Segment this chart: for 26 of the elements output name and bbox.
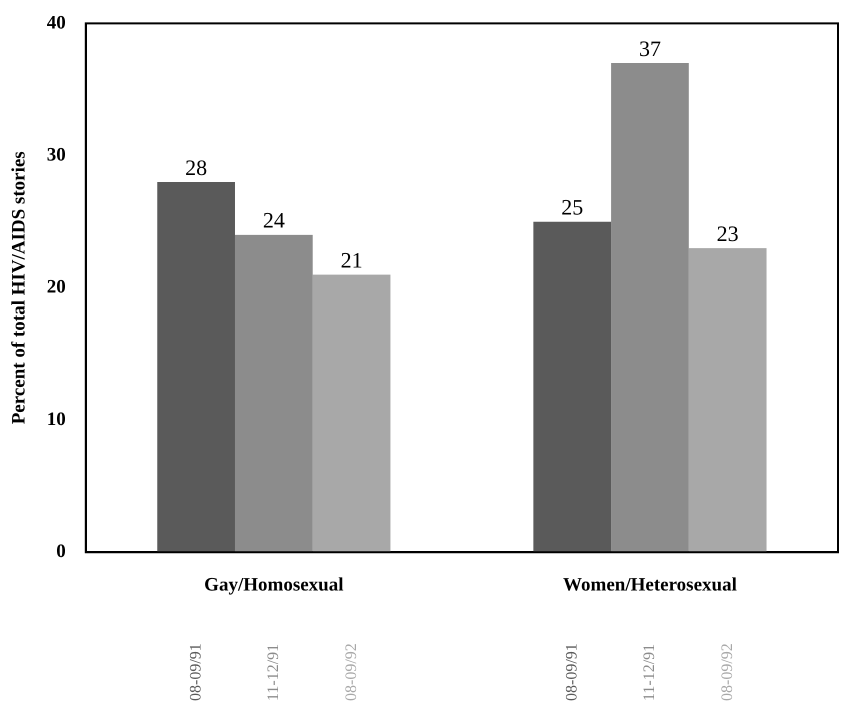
x-tick-label: Gay/Homosexual (204, 574, 344, 596)
bar (533, 222, 612, 552)
bar (157, 182, 235, 552)
data-label: 24 (262, 208, 285, 233)
y-tick-label: 40 (46, 12, 66, 34)
text: 08-09/91 (187, 643, 204, 701)
text: 08-09/92 (342, 643, 360, 701)
text: 11-12/91 (265, 644, 282, 701)
y-tick-label: 10 (46, 408, 66, 430)
data-label: 21 (340, 247, 363, 272)
bar (234, 234, 313, 552)
y-tick-label: 0 (56, 541, 66, 562)
bar (611, 63, 689, 552)
data-label: 37 (638, 36, 661, 61)
y-tick-label: 20 (46, 276, 66, 298)
x-tick-label: Women/Heterosexual (563, 574, 737, 596)
data-label: 23 (716, 220, 739, 246)
text: 11-12/91 (641, 644, 658, 701)
data-label: 28 (185, 154, 208, 180)
bar (312, 274, 390, 552)
y-tick-label: 30 (46, 144, 66, 166)
bar (688, 248, 767, 552)
text: 08-09/92 (718, 643, 736, 701)
text: 08-09/91 (563, 643, 580, 701)
data-label: 25 (561, 194, 584, 220)
y-axis-title: Percent of total HIV/AIDS stories (8, 151, 30, 424)
